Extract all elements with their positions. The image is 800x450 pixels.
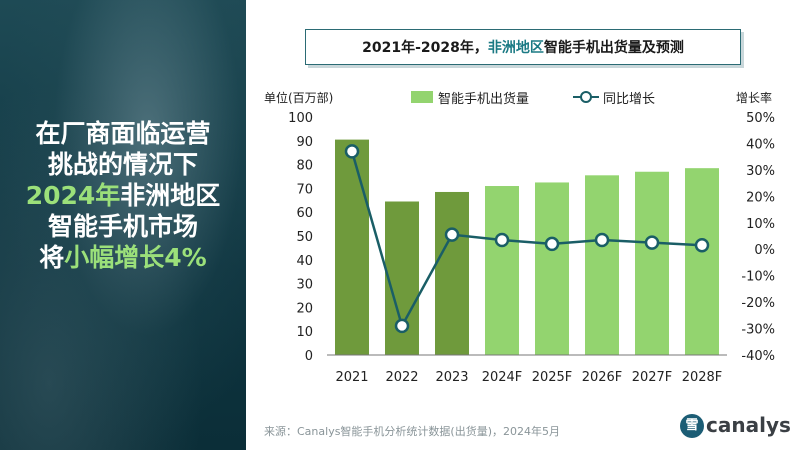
growth-line [350,151,703,330]
right-axis-unit: 增长率 [736,91,773,105]
x-tick-2026F: 2026F [582,370,623,385]
y-right-tick: -30% [741,323,775,338]
headline-region: 非洲地区 [120,181,221,210]
y-left-tick: 40 [296,254,313,269]
y-right-tick: -20% [741,296,775,311]
y-right-tick: -10% [741,270,775,285]
legend-line-marker [580,91,592,103]
headline: 在厂商面临运营 挑战的情况下 2024年非洲地区 智能手机市场 将小幅增长4% [8,118,238,273]
x-tick-2025F: 2025F [532,370,573,385]
headline-line-1: 在厂商面临运营 [35,119,211,148]
x-tick-2027F: 2027F [632,370,673,385]
combo-chart: 0 10 20 30 40 50 60 70 80 90 100 -40% -30% -20% -10% 0%… [288,111,775,385]
headline-line-5: 将小幅增长4% [8,242,238,273]
x-tick-2023: 2023 [435,370,468,385]
growth-point-2028F [694,238,710,253]
headline-line-2: 挑战的情况下 [47,150,198,179]
growth-point-2025F [544,236,560,252]
bar-2023 [435,191,469,355]
growth-point-2022 [394,318,410,334]
y-left-tick: 30 [296,278,313,293]
growth-point-2027F [644,235,660,250]
watermark-logo: canalys [706,413,791,437]
legend-bar-label: 智能手机出货量 [438,92,530,107]
bar-2021 [335,139,369,355]
y-right-tick: 0% [754,243,775,258]
left-axis-unit: 单位(百万部) [264,91,334,105]
headline-growth: 小幅增长4% [64,243,207,272]
growth-point-2023 [444,227,460,242]
chart-title-region: 非洲地区 [487,40,544,56]
growth-point-2024F [494,232,510,248]
left-panel: 在厂商面临运营 挑战的情况下 2024年非洲地区 智能手机市场 将小幅增长4% [0,0,246,450]
y-right-tick: 30% [746,164,775,179]
legend-line-label: 同比增长 [603,92,656,107]
y-left-tick: 10 [296,325,313,340]
y-right-tick: 50% [746,111,775,126]
chart-title-metric: 智能手机出货量及预测 [543,40,684,56]
legend-bar-swatch [411,91,433,103]
headline-year: 2024年 [25,181,121,210]
x-tick-2028F: 2028F [682,370,723,385]
y-left-tick: 80 [296,159,313,174]
bar-2027F [635,171,669,355]
y-left-tick: 20 [296,301,313,316]
source-note: 来源：Canalys智能手机分析统计数据(出货量)，2024年5月 [264,425,561,438]
watermark-icon: 雪 [680,414,704,438]
bar-2024F [485,186,519,355]
y-left-tick: 50 [296,230,313,245]
bar-2025F [535,182,569,355]
headline-line-3: 2024年非洲地区 [8,180,238,211]
x-tick-2024F: 2024F [482,370,523,385]
y-right-tick: 40% [746,137,775,152]
bar-2026F [585,175,619,355]
x-tick-2022: 2022 [385,370,418,385]
x-tick-2021: 2021 [335,370,368,385]
y-left-tick: 60 [296,206,313,221]
growth-point-2021 [344,144,360,159]
y-left-tick: 90 [296,135,313,150]
y-left-tick: 70 [296,182,313,197]
y-right-tick: 20% [746,190,775,205]
chart-title: 2021年-2028年， 非洲地区 智能手机出货量及预测 [305,29,741,65]
y-right-tick: -40% [741,349,775,364]
chart-title-years: 2021年-2028年， [362,40,488,56]
y-left-tick: 0 [305,349,313,364]
bar-2028F [685,168,719,355]
headline-line-4: 智能手机市场 [47,212,198,241]
headline-will: 将 [39,243,65,272]
y-left-tick: 100 [288,111,313,126]
y-right-tick: 10% [746,217,775,232]
growth-point-2026F [594,232,610,248]
